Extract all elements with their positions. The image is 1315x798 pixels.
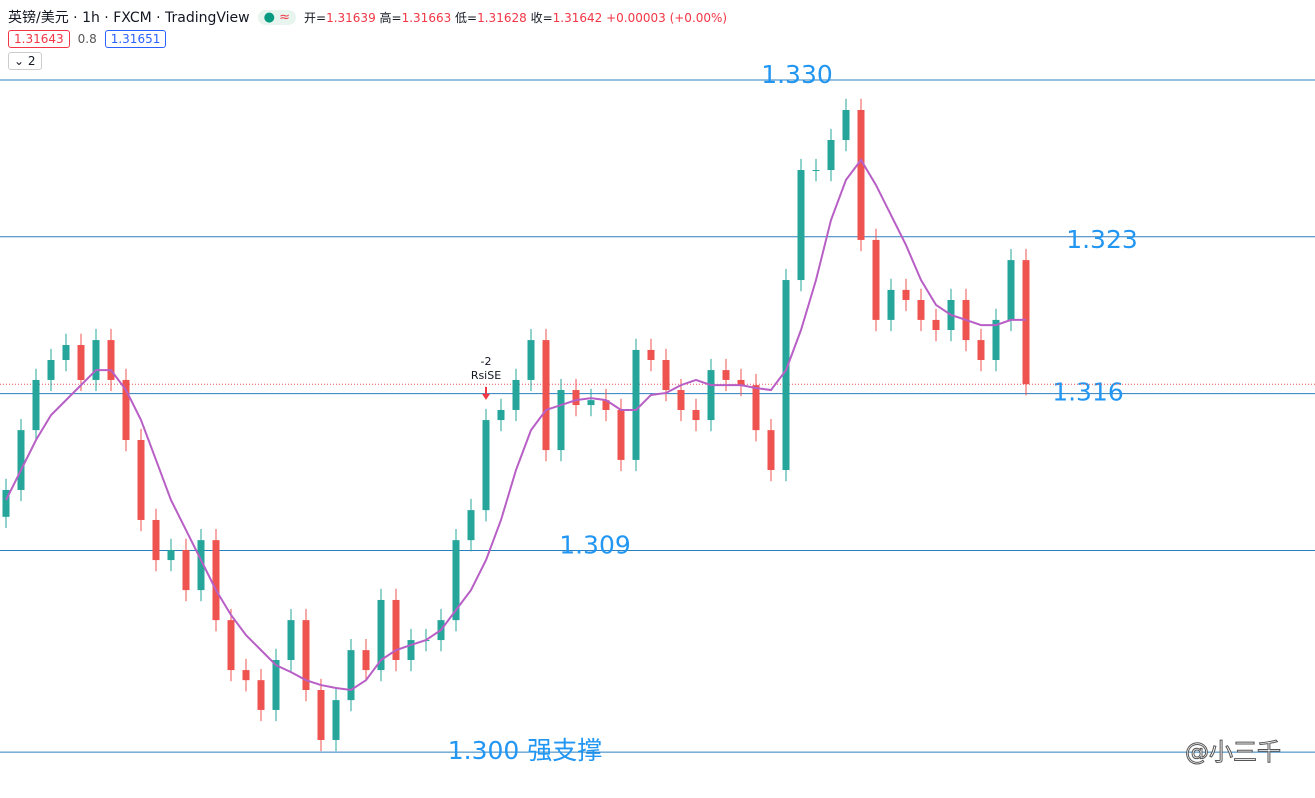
candle-body xyxy=(242,670,250,681)
ohlc-key: 高= xyxy=(379,10,402,25)
signal-arrow xyxy=(482,386,490,400)
ohlc-key: 收= xyxy=(530,10,553,25)
candle-body xyxy=(257,680,265,710)
candle-body xyxy=(767,430,775,471)
candle-body xyxy=(272,659,280,710)
spread: 0.8 xyxy=(77,32,97,46)
candle-body xyxy=(617,409,625,460)
collapse-button[interactable]: ⌄ 2 xyxy=(8,52,42,70)
legend-header: 英镑/美元 · 1h · FXCM · TradingView ● ≈ 开=1.… xyxy=(8,6,727,72)
candle-body xyxy=(497,409,505,421)
candle-body xyxy=(602,400,610,410)
candle-body xyxy=(77,345,85,380)
candle-body xyxy=(797,170,805,281)
candle-body xyxy=(527,340,535,380)
candle-body xyxy=(47,360,55,380)
candle-body xyxy=(152,519,160,561)
level-label: 1.309 xyxy=(559,530,631,559)
level-label: 1.323 xyxy=(1066,225,1138,254)
candle-body xyxy=(122,379,130,440)
candle-body xyxy=(377,599,385,671)
candle-body xyxy=(62,345,70,361)
candle-body xyxy=(557,390,565,451)
candle-body xyxy=(902,289,910,300)
candle-body xyxy=(842,109,850,141)
candle-body xyxy=(752,385,760,431)
candle-body xyxy=(107,340,115,380)
candle-body xyxy=(932,319,940,330)
ohlc-value: 1.31628 xyxy=(477,10,527,25)
candle-body xyxy=(812,170,820,172)
candle-body xyxy=(872,239,880,320)
candle-body xyxy=(977,340,985,361)
candle-body xyxy=(512,379,520,410)
ohlc: 开=1.31639 高=1.31663 低=1.31628 收=1.31642 … xyxy=(304,9,727,26)
candle-body xyxy=(287,620,295,660)
candle-body xyxy=(92,340,100,380)
candle-body xyxy=(362,650,370,671)
candle-body xyxy=(17,430,25,490)
candle-body xyxy=(392,599,400,660)
candle-body xyxy=(647,349,655,361)
candle-body xyxy=(572,390,580,406)
candle-body xyxy=(992,319,1000,361)
candle-body xyxy=(347,650,355,701)
candle-body xyxy=(707,370,715,421)
candle-body xyxy=(452,540,460,621)
candle-body xyxy=(917,299,925,320)
level-label: 1.316 xyxy=(1052,378,1124,407)
candle-body xyxy=(587,400,595,406)
candle-body xyxy=(302,620,310,691)
ohlc-value: 1.31639 xyxy=(326,10,376,25)
ohlc-value: 1.31663 xyxy=(401,10,452,25)
quote-row: 1.31643 0.8 1.31651 xyxy=(8,28,727,50)
candle-body xyxy=(857,109,865,240)
candle-body xyxy=(887,289,895,320)
candle-body xyxy=(212,540,220,621)
candle-body xyxy=(632,349,640,460)
ohlc-value: 1.31642 xyxy=(552,10,603,25)
level-label: 1.300 强支撑 xyxy=(448,736,603,765)
candle-body xyxy=(1007,260,1015,320)
ohlc-key: 低= xyxy=(455,10,478,25)
candle-body xyxy=(137,439,145,520)
candle-body xyxy=(542,340,550,451)
candle-body xyxy=(692,409,700,421)
candle-body xyxy=(2,489,10,517)
candle-body xyxy=(32,379,40,431)
candle-body xyxy=(662,360,670,391)
candle-body xyxy=(332,700,340,740)
symbol: 英镑/美元 · 1h · FXCM · TradingView xyxy=(8,10,250,26)
signal-label: RsiSE xyxy=(471,369,501,382)
candle-body xyxy=(182,549,190,591)
candle-body xyxy=(407,640,415,660)
candle-body xyxy=(827,140,835,171)
bid[interactable]: 1.31643 xyxy=(8,30,70,48)
moving-average xyxy=(5,158,1026,692)
ohlc-key: 开= xyxy=(304,10,327,25)
candle-body xyxy=(737,379,745,386)
candle-body xyxy=(317,690,325,740)
level-label: 1.330 xyxy=(761,60,833,89)
candle-body xyxy=(1022,260,1030,385)
candle-body xyxy=(167,549,175,561)
watermark: @小三千 xyxy=(1185,738,1281,766)
collapse-row: ⌄ 2 xyxy=(8,50,727,72)
status-badge[interactable]: ● ≈ xyxy=(257,9,297,25)
candle-body xyxy=(782,280,790,471)
candle-body xyxy=(197,540,205,591)
change: +0.00003 (+0.00%) xyxy=(606,10,728,25)
ask[interactable]: 1.31651 xyxy=(104,30,167,48)
candle-body xyxy=(482,420,490,511)
candle-body xyxy=(677,390,685,410)
candle-body xyxy=(722,370,730,380)
collapse-count: 2 xyxy=(27,54,36,68)
header-row: 英镑/美元 · 1h · FXCM · TradingView ● ≈ 开=1.… xyxy=(8,6,727,28)
signal-value: -2 xyxy=(481,355,492,368)
candle-body xyxy=(227,620,235,671)
candle-body xyxy=(467,510,475,541)
